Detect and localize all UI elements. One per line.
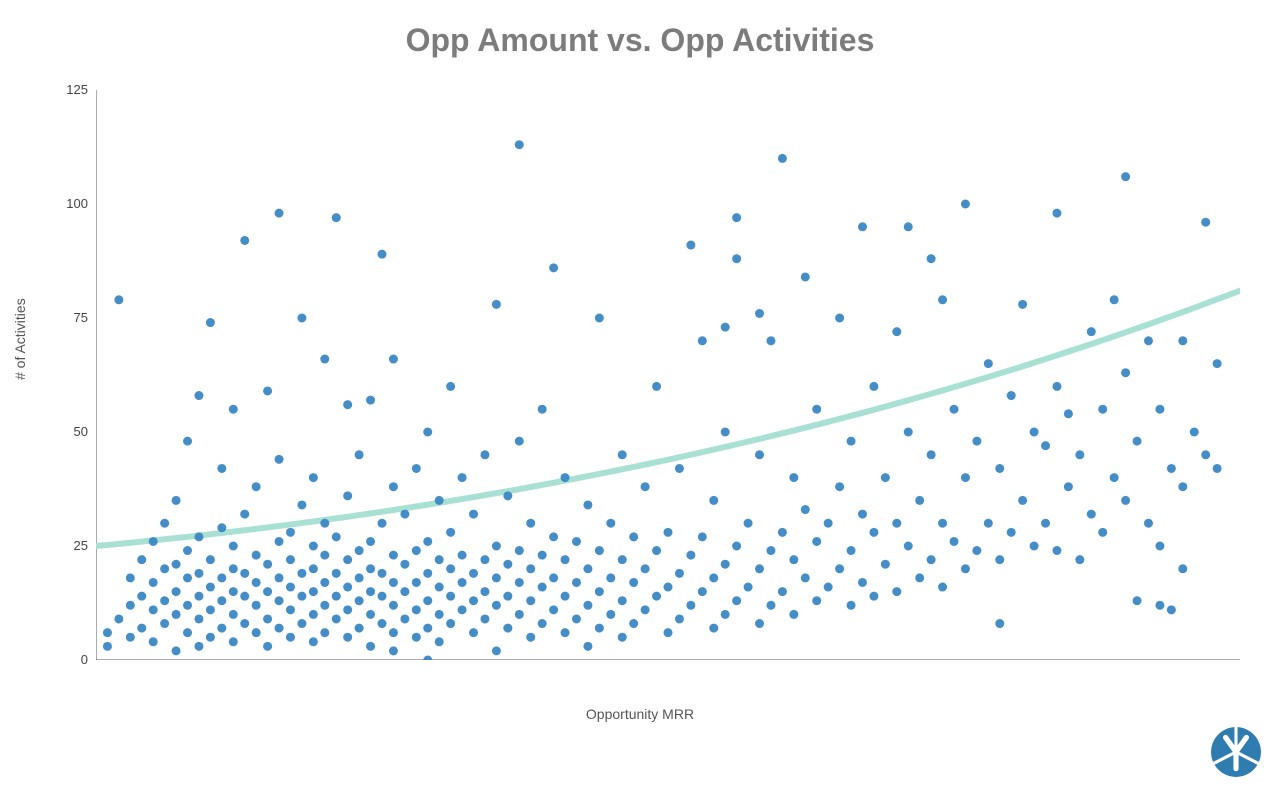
y-tick: 50	[48, 424, 88, 439]
x-axis-label: Opportunity MRR	[0, 706, 1280, 722]
brand-logo-icon	[1210, 726, 1262, 778]
y-tick: 75	[48, 310, 88, 325]
y-axis-label: # of Activities	[12, 298, 28, 380]
y-tick: 100	[48, 196, 88, 211]
y-tick: 125	[48, 82, 88, 97]
chart-title: Opp Amount vs. Opp Activities	[0, 22, 1280, 59]
scatter-plot	[96, 90, 1240, 660]
y-tick: 0	[48, 652, 88, 667]
y-tick: 25	[48, 538, 88, 553]
